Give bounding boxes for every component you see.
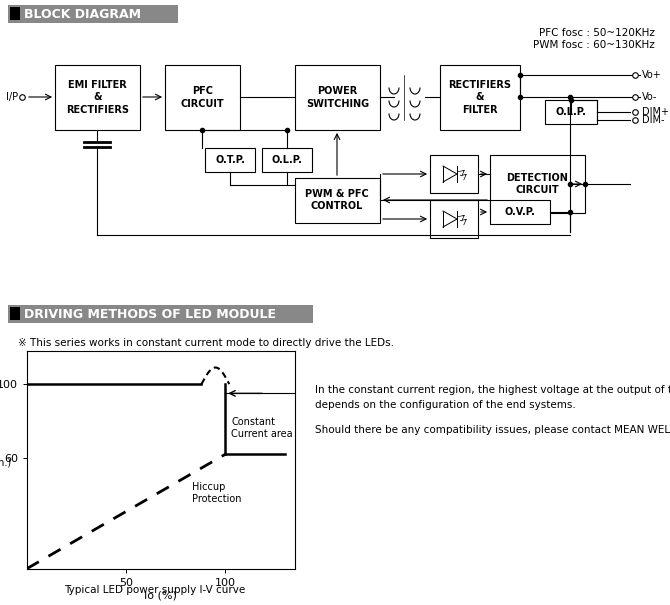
Text: ※ This series works in constant current mode to directly drive the LEDs.: ※ This series works in constant current … [18,338,394,348]
Text: PWM & PFC
CONTROL: PWM & PFC CONTROL [305,189,369,211]
Text: (min.): (min.) [0,458,11,468]
Text: DETECTION
CIRCUIT: DETECTION CIRCUIT [506,173,568,195]
Bar [430,200,478,238]
Text: In the constant current region, the highest voltage at the output of the driver: In the constant current region, the high… [315,385,670,395]
Text: POWER
SWITCHING: POWER SWITCHING [306,87,369,109]
Bar [262,148,312,172]
Text: RECTIFIERS
&
FILTER: RECTIFIERS & FILTER [448,80,511,115]
Bar [545,100,597,124]
Text: BLOCK DIAGRAM: BLOCK DIAGRAM [24,7,141,21]
Bar [205,148,255,172]
Bar [10,7,20,20]
X-axis label: Io (%): Io (%) [144,590,178,601]
Text: I/P: I/P [6,92,18,102]
Text: O.L.P.: O.L.P. [555,107,586,117]
Bar [8,305,313,323]
Bar [55,65,140,130]
Bar [295,178,380,223]
Bar [165,65,240,130]
Bar [430,155,478,193]
Text: Typical LED power supply I-V curve: Typical LED power supply I-V curve [64,585,246,595]
Bar [490,155,585,213]
Bar [490,200,550,224]
Bar [8,5,178,23]
Bar [10,307,20,320]
Bar [295,65,380,130]
Text: O.L.P.: O.L.P. [271,155,302,165]
Text: PFC fosc : 50~120KHz
PWM fosc : 60~130KHz: PFC fosc : 50~120KHz PWM fosc : 60~130KH… [533,28,655,50]
Text: depends on the configuration of the end systems.: depends on the configuration of the end … [315,400,576,410]
Text: DIM+: DIM+ [642,107,669,117]
Text: EMI FILTER
&
RECTIFIERS: EMI FILTER & RECTIFIERS [66,80,129,115]
Text: Vo+: Vo+ [642,70,662,80]
Text: Should there be any compatibility issues, please contact MEAN WELL.: Should there be any compatibility issues… [315,425,670,435]
Bar [440,65,520,130]
Text: PFC
CIRCUIT: PFC CIRCUIT [181,87,224,109]
Text: Vo-: Vo- [642,92,657,102]
Text: O.V.P.: O.V.P. [505,207,535,217]
Text: Hiccup
Protection: Hiccup Protection [192,482,241,503]
Text: Constant
Current area: Constant Current area [231,417,293,439]
Text: DIM-: DIM- [642,115,665,125]
Text: O.T.P.: O.T.P. [215,155,245,165]
Text: DRIVING METHODS OF LED MODULE: DRIVING METHODS OF LED MODULE [24,307,276,321]
